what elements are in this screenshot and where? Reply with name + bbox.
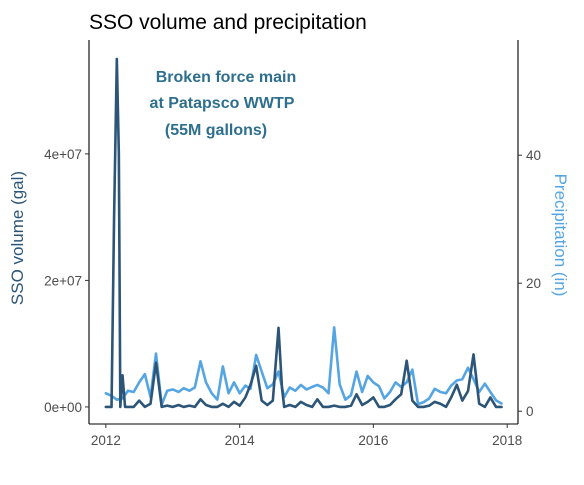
y2-axis-label: Precipitation (in) [551, 174, 570, 297]
annotation: Broken force main at Patapsco WWTP (55M … [150, 69, 297, 139]
chart-title: SSO volume and precipitation [89, 11, 367, 34]
annotation-line-1: Broken force main [156, 69, 296, 86]
x-tick-label: 2018 [492, 433, 522, 448]
y-axis-label: SSO volume (gal) [8, 171, 27, 305]
x-tick-label: 2014 [225, 433, 256, 448]
precipitation-series-line [104, 326, 503, 407]
y-tick-label: 0e+00 [44, 400, 82, 415]
y-tick-label: 2e+07 [44, 273, 82, 288]
y2-tick-label: 20 [526, 276, 541, 291]
x-tick-label: 2012 [91, 433, 121, 448]
y2-tick-label: 0 [526, 404, 534, 419]
x-tick-label: 2016 [358, 433, 388, 448]
axes: 2012 2014 2016 2018 0e+00 2e+07 4e+07 0 20 40 [44, 40, 541, 448]
series-layer [104, 57, 503, 409]
y-tick-label: 4e+07 [44, 147, 82, 162]
sso-volume-series-line [104, 57, 503, 409]
annotation-line-2: at Patapsco WWTP [150, 95, 295, 112]
y2-tick-label: 40 [526, 148, 541, 163]
annotation-line-3: (55M gallons) [165, 122, 267, 139]
